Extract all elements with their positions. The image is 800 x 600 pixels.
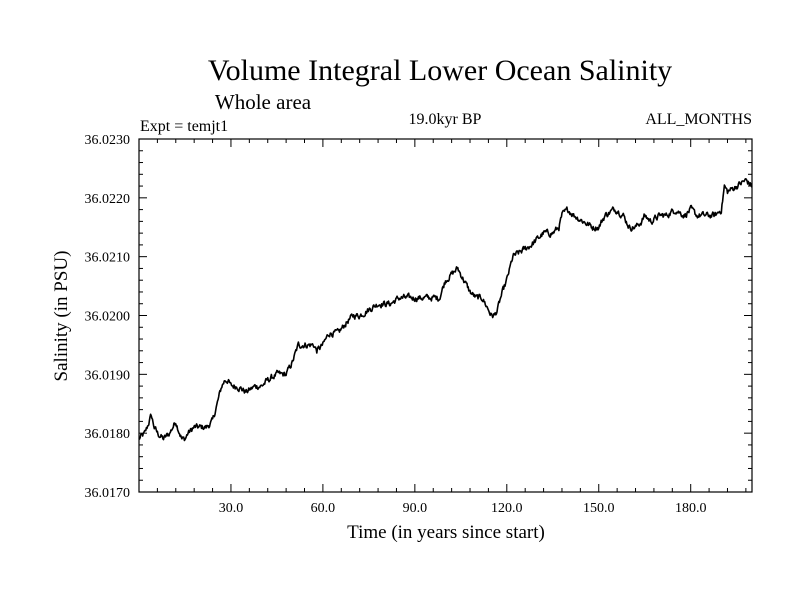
y-tick-label: 36.0200 xyxy=(85,310,131,325)
x-tick-label: 150.0 xyxy=(583,501,615,516)
y-tick-label: 36.0230 xyxy=(85,133,131,148)
chart-title: Volume Integral Lower Ocean Salinity xyxy=(208,54,672,87)
plot-frame xyxy=(138,138,753,493)
x-axis-label: Time (in years since start) xyxy=(347,522,545,543)
y-tick-label: 36.0170 xyxy=(85,486,131,501)
x-tick-labels: 30.0 60.0 90.0 120.0 150.0 180.0 xyxy=(219,501,707,516)
chart-subtitle: Whole area xyxy=(215,90,312,114)
y-tick-label: 36.0210 xyxy=(85,251,131,266)
period-label: 19.0kyr BP xyxy=(409,111,482,128)
y-tick-label: 36.0190 xyxy=(85,368,131,383)
x-tick-label: 90.0 xyxy=(403,501,428,516)
x-tick-label: 60.0 xyxy=(311,501,336,516)
y-tick-labels: 36.0170 36.0180 36.0190 36.0200 36.0210 36.02… xyxy=(85,133,131,501)
x-tick-label: 180.0 xyxy=(675,501,707,516)
ticks-layer xyxy=(139,139,752,492)
experiment-label: Expt = temjt1 xyxy=(140,118,228,135)
x-tick-label: 30.0 xyxy=(219,501,244,516)
y-tick-label: 36.0220 xyxy=(85,192,131,207)
salinity-series-line xyxy=(138,178,753,442)
y-tick-label: 36.0180 xyxy=(85,427,131,442)
x-tick-label: 120.0 xyxy=(491,501,523,516)
months-label: ALL_MONTHS xyxy=(645,111,752,128)
y-axis-label: Salinity (in PSU) xyxy=(51,251,72,382)
